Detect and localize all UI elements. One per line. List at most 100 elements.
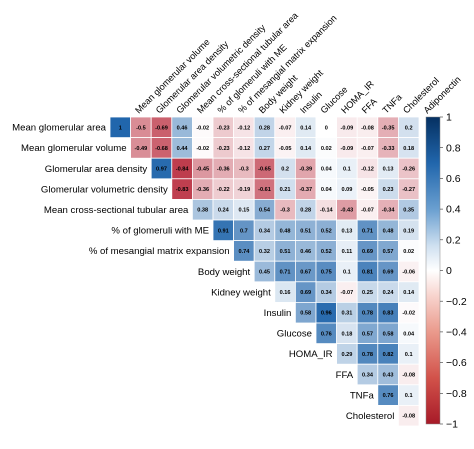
colorbar-tick-label: 0.2 — [446, 234, 461, 246]
row-label: Body weight — [198, 267, 251, 278]
cell-value: 0.46 — [300, 249, 311, 255]
cell-value: 0.58 — [300, 311, 311, 317]
cell-value: 0.32 — [259, 249, 270, 255]
cell-value: -0.68 — [155, 146, 168, 152]
colorbar-tick-label: −0.8 — [446, 388, 467, 400]
cell-value: 0.71 — [280, 270, 291, 276]
cell-value: 0.21 — [280, 187, 291, 193]
cell-value: 0.28 — [259, 125, 270, 131]
cell-value: -0.12 — [361, 167, 374, 173]
cell-value: -0.43 — [341, 208, 354, 214]
cell-value: 0.74 — [238, 249, 250, 255]
cell-value: -0.36 — [196, 187, 209, 193]
row-label: % of mesangial matrix expansion — [89, 246, 230, 257]
cell-value: 0.69 — [383, 270, 394, 276]
cell-value: 0.51 — [280, 249, 291, 255]
cell-value: -0.12 — [238, 146, 251, 152]
row-label: Mean glomerular area — [12, 123, 107, 134]
cell-value: 0.96 — [321, 311, 332, 317]
cell-value: 0.14 — [300, 125, 312, 131]
row-label: Mean cross-sectional tubular area — [44, 205, 189, 216]
colorbar-tick-label: −0.2 — [446, 296, 467, 308]
cell-value: 0.71 — [362, 228, 373, 234]
cell-value: -0.08 — [361, 125, 374, 131]
colorbar-tick-label: 0 — [446, 265, 452, 277]
cell-value: 0.04 — [403, 331, 415, 337]
cell-value: -0.84 — [176, 167, 190, 173]
cell-value: -0.83 — [176, 187, 189, 193]
cell-value: 0.46 — [177, 125, 188, 131]
colorbar-tick-label: −0.6 — [446, 357, 467, 369]
cell-value: 0.16 — [280, 290, 291, 296]
cell-value: 0.34 — [362, 373, 374, 379]
cell-value: -0.09 — [341, 146, 354, 152]
cell-value: 0.45 — [259, 270, 270, 276]
cell-value: 0.18 — [403, 146, 414, 152]
heatmap-cell — [397, 404, 420, 427]
cell-value: 0.57 — [383, 249, 394, 255]
cell-value: 0.52 — [321, 228, 332, 234]
cell-value: -0.27 — [402, 187, 415, 193]
cell-value: -0.36 — [217, 167, 230, 173]
cell-value: -0.08 — [402, 373, 415, 379]
row-labels: Mean glomerular area Mean glomerular volu… — [12, 123, 394, 422]
cell-value: -0.49 — [135, 146, 148, 152]
cell-value: 0.31 — [341, 311, 352, 317]
row-label: Glucose — [277, 329, 312, 340]
cell-value: 0.78 — [362, 352, 373, 358]
cell-value: 0.14 — [300, 146, 312, 152]
row-label: FFA — [336, 370, 354, 381]
cell-value: -0.02 — [196, 146, 209, 152]
cell-value: 0.24 — [383, 290, 395, 296]
cell-value: 0.48 — [280, 228, 291, 234]
cell-value: -0.3 — [280, 208, 290, 214]
cell-value: 0.69 — [300, 290, 311, 296]
colorbar-tick-label: −1 — [446, 419, 458, 431]
cell-value: -0.22 — [217, 187, 230, 193]
cell-value: 0.78 — [362, 311, 373, 317]
cell-value: 0.38 — [197, 208, 208, 214]
colorbar-gradient — [425, 116, 441, 425]
cell-value: -0.07 — [341, 290, 354, 296]
row-label: TNFa — [350, 390, 375, 401]
cell-value: -0.35 — [382, 125, 395, 131]
cell-value: 0.29 — [341, 352, 352, 358]
cell-value: -0.23 — [217, 125, 230, 131]
cell-value: 0.28 — [300, 208, 311, 214]
cell-value: -0.37 — [299, 187, 312, 193]
cell-value: 0.1 — [405, 352, 413, 358]
column-label: TNFa — [380, 91, 404, 115]
cell-value: 0.14 — [403, 290, 415, 296]
cell-value: -0.12 — [238, 125, 251, 131]
cell-value: 0 — [325, 125, 328, 131]
cell-value: 0.76 — [321, 331, 332, 337]
cell-value: 0.76 — [383, 393, 394, 399]
cell-value: 0.13 — [341, 228, 352, 234]
cell-value: 0.34 — [259, 228, 271, 234]
row-label: % of glomeruli with ME — [111, 226, 209, 237]
cell-value: 0.23 — [383, 187, 394, 193]
cell-value: 0.2 — [405, 125, 413, 131]
cell-value: 0.52 — [321, 249, 332, 255]
cell-value: -0.02 — [196, 125, 209, 131]
cell-value: -0.07 — [361, 208, 374, 214]
colorbar-tick-label: −0.4 — [446, 327, 467, 339]
cell-value: -0.05 — [279, 146, 292, 152]
cell-value: 0.67 — [300, 270, 311, 276]
cell-value: 0.27 — [259, 146, 270, 152]
cell-value: 0.35 — [403, 208, 414, 214]
cell-value: -0.45 — [196, 167, 209, 173]
cell-value: -0.34 — [382, 208, 396, 214]
cell-value: 0.1 — [405, 393, 413, 399]
row-label: Glomerular volumetric density — [41, 184, 168, 195]
cell-value: -0.65 — [258, 167, 271, 173]
cell-value: 0.18 — [341, 331, 352, 337]
cell-value: 0.97 — [156, 167, 167, 173]
cell-value: -0.33 — [382, 146, 395, 152]
cell-value: 0.1 — [343, 167, 351, 173]
cell-value: 0.24 — [218, 208, 230, 214]
cell-value: -0.07 — [361, 146, 374, 152]
row-label: Glomerular area density — [45, 164, 148, 175]
